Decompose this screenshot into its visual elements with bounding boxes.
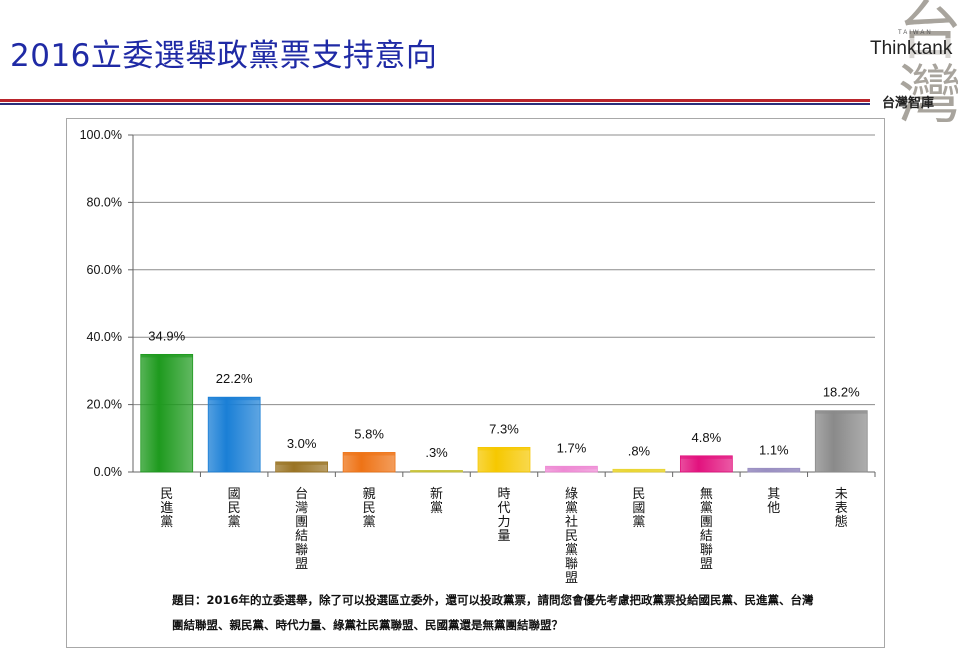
survey-question-note: 題目：2016年的立委選舉，除了可以投選區立委外，還可以投政黨票，請問您會優先考… (172, 593, 814, 632)
x-tick-label: 民國黨 (632, 487, 645, 530)
bar-top-edge (478, 447, 530, 451)
bar (207, 396, 261, 473)
y-tick-label: 80.0% (87, 195, 122, 209)
data-label: 1.1% (759, 442, 789, 457)
x-tick-label: 其他 (767, 487, 780, 516)
y-tick-label: 20.0% (87, 398, 122, 412)
logo-thinktank-text: Thinktank (870, 38, 953, 60)
thinktank-logo: 台灣 TAIWAN Thinktank 台灣智庫 (868, 0, 958, 128)
data-label: 22.2% (216, 371, 253, 386)
x-tick-label: 綠黨社民黨聯盟 (565, 487, 578, 586)
title-rule-blue (0, 103, 870, 105)
x-tick-label: 國民黨 (228, 487, 241, 530)
bar (814, 410, 868, 473)
y-tick-label: 60.0% (87, 263, 122, 277)
y-tick-label: 40.0% (87, 330, 122, 344)
bar-top-edge (275, 461, 328, 465)
bar-top-edge (410, 470, 463, 472)
data-label: 5.8% (354, 426, 384, 441)
x-tick-label: 台灣團結聯盟 (295, 487, 308, 572)
data-label: .8% (628, 443, 651, 458)
data-label: 1.7% (557, 440, 587, 455)
x-tick-label: 未表態 (835, 487, 848, 530)
data-label: 18.2% (823, 385, 860, 400)
bar (140, 353, 194, 473)
x-tick-label: 民進黨 (160, 487, 173, 530)
title-rule-red (0, 99, 870, 102)
bar-top-edge (343, 452, 396, 456)
x-tick-label: 親民黨 (363, 487, 376, 530)
y-tick-label: 0.0% (94, 465, 123, 479)
bar-top-edge (680, 455, 733, 459)
logo-chinese-name: 台灣智庫 (882, 96, 935, 111)
bar-top-edge (208, 397, 261, 401)
bar-top-edge (815, 410, 868, 414)
bar (477, 446, 531, 473)
data-label: 3.0% (287, 436, 317, 451)
data-label: 34.9% (148, 328, 185, 343)
slide-title: 2016立委選舉政黨票支持意向 (10, 38, 438, 74)
x-tick-label: 時代力量 (497, 487, 510, 544)
x-tick-label: 無黨團結聯盟 (700, 487, 713, 572)
data-label: 4.8% (692, 430, 722, 445)
x-tick-label: 新黨 (430, 486, 443, 516)
bar-top-edge (545, 466, 598, 470)
bar-top-edge (140, 354, 193, 358)
data-label: 7.3% (489, 421, 519, 436)
data-label: .3% (425, 445, 448, 460)
bar-top-edge (747, 468, 800, 472)
bar-top-edge (612, 469, 665, 472)
logo-taiwan-text: TAIWAN (898, 30, 933, 36)
y-tick-label: 100.0% (80, 128, 122, 142)
